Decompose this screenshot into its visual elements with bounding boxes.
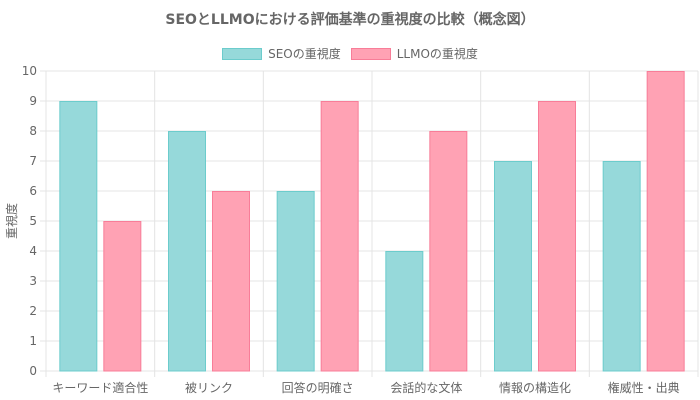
- y-tick-label: 3: [29, 274, 37, 288]
- y-tick-label: 8: [29, 124, 37, 138]
- x-tick-label: 回答の明確さ: [282, 380, 354, 395]
- bar-llmo: [646, 71, 685, 372]
- y-tick-label: 6: [29, 184, 37, 198]
- bar-seo: [168, 131, 206, 372]
- bar-llmo: [429, 131, 468, 372]
- bar-llmo: [320, 101, 359, 372]
- legend-label-llmo: LLMOの重視度: [396, 47, 478, 61]
- bar-llmo: [103, 221, 142, 372]
- y-tick-label: 4: [29, 244, 37, 258]
- legend-label-seo: SEOの重視度: [268, 47, 341, 61]
- y-tick-label: 5: [29, 214, 37, 228]
- legend-item-seo[interactable]: SEOの重視度: [222, 45, 341, 62]
- y-tick-label: 7: [29, 154, 37, 168]
- bar-seo: [276, 191, 315, 372]
- bar-seo: [494, 161, 532, 372]
- x-tick-label: キーワード適合性: [52, 380, 148, 395]
- x-tick-label: 情報の構造化: [499, 381, 571, 395]
- bar-seo: [602, 161, 641, 372]
- x-tick-label: 会話的な文体: [390, 380, 462, 395]
- x-tick-label: 被リンク: [185, 381, 233, 395]
- y-tick-label: 9: [29, 94, 37, 108]
- bar-seo: [59, 101, 98, 372]
- x-tick-label: 権威性・出典: [608, 380, 680, 395]
- bar-llmo: [538, 101, 576, 372]
- bar-llmo: [212, 191, 250, 372]
- y-tick-label: 0: [29, 364, 37, 378]
- legend-swatch-seo: [222, 47, 263, 60]
- legend-item-llmo[interactable]: LLMOの重視度: [350, 45, 478, 62]
- chart-title: SEOとLLMOにおける評価基準の重視度の比較（概念図）: [165, 12, 535, 28]
- y-tick-label: 2: [29, 304, 37, 318]
- legend-swatch-llmo: [350, 47, 391, 60]
- bar-seo: [385, 251, 424, 372]
- y-axis-label: 重視度: [4, 203, 19, 239]
- y-tick-label: 1: [29, 334, 37, 348]
- y-tick-label: 10: [22, 64, 37, 78]
- legend: SEOの重視度 LLMOの重視度: [0, 45, 700, 62]
